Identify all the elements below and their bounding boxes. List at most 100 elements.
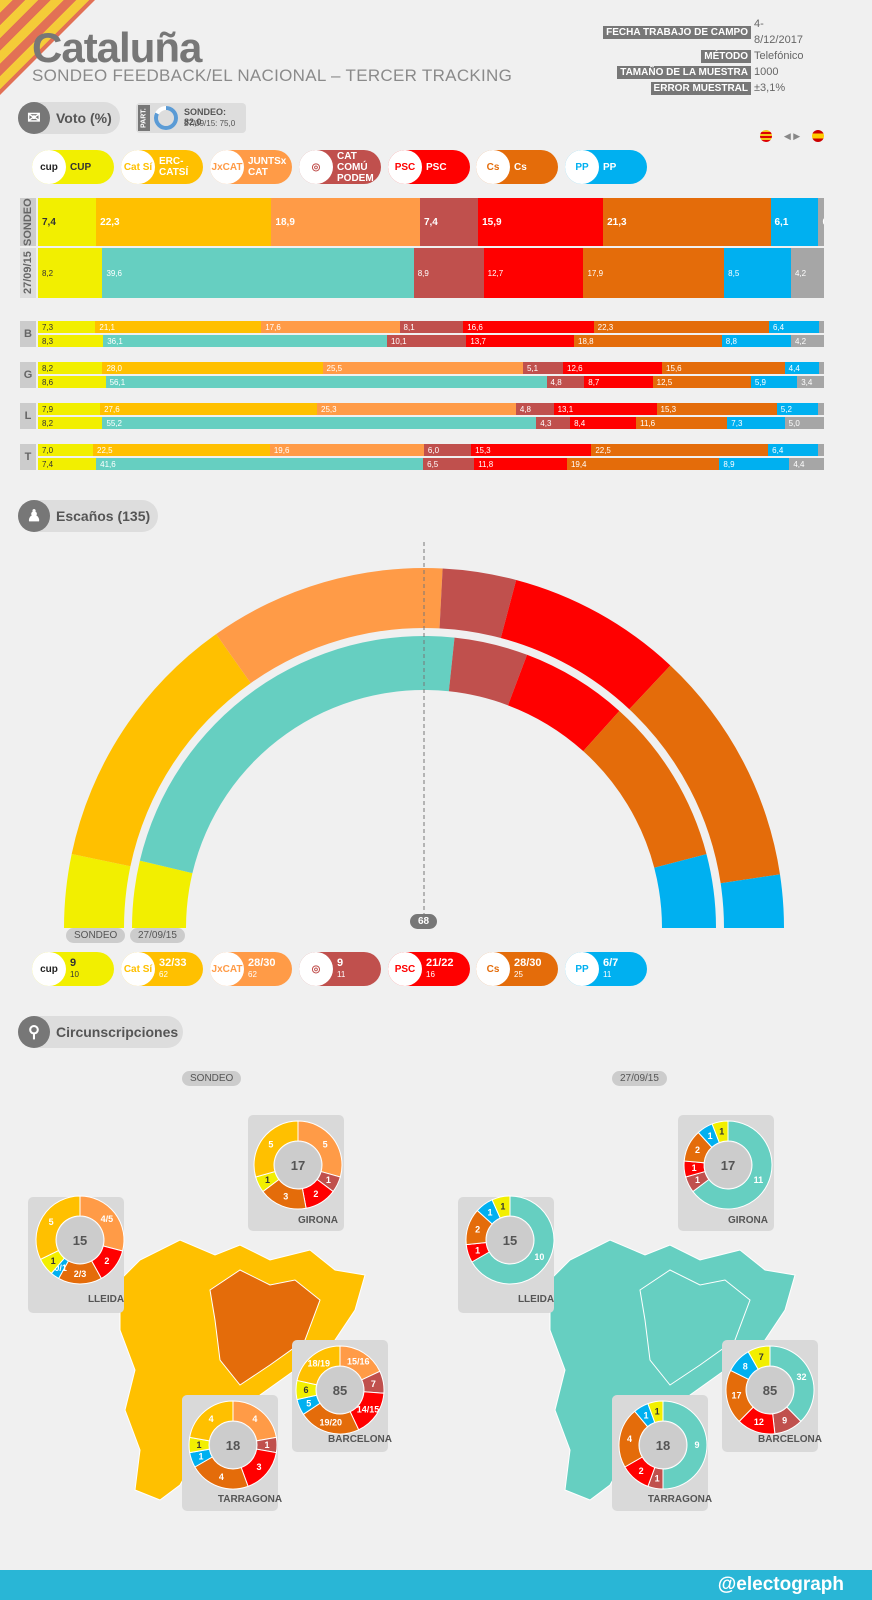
language-switch[interactable]: ◀ ▶ [760,129,824,143]
bar-segment-cs: 11,6 [636,417,728,429]
seat-count: 9 10 [70,958,79,980]
bar-segment-cup: 7,4 [38,458,97,470]
donut-slice-label: 1 [655,1407,660,1417]
psc-logo-icon: PSC [388,952,422,986]
bar-segment-catcomu: 8,1 [399,321,464,333]
participation-ring-icon [154,106,178,130]
seat-count: 6/7 11 [603,958,618,980]
participation-box: PART. SONDEO: 82,0 27/09/15: 75,0 [136,103,246,133]
donut-slice-label: 18/19 [307,1358,330,1368]
survey-meta: FECHA TRABAJO DE CAMPO 4-8/12/2017 MÉTODO… [603,16,812,96]
donut-total: 18 [226,1438,240,1453]
donut-slice-label: 9 [782,1416,787,1426]
bar-segment-otros: 0,7 [818,198,824,246]
donut-slice-label: 2 [104,1256,109,1266]
donut-slice-erc [189,1400,234,1442]
bar-segment-junts: 19,6 [269,444,424,456]
donut-slice-label: 1 [265,1175,270,1185]
donut-slice-label: 3 [283,1192,288,1202]
bar-segment-psc: 12,7 [483,248,584,298]
bar-segment-erc: 21,1 [95,321,262,333]
page-subtitle: SONDEO FEEDBACK/EL NACIONAL – TERCER TRA… [32,66,513,85]
seat-count: 9 11 [337,958,345,980]
bar-segment-cs: 21,3 [603,198,771,246]
party-name: PSC [426,161,447,173]
seat-prev: 11 [337,970,346,979]
seat-now: 28/30 [514,957,542,969]
prev-arc-cup [132,860,193,928]
donut-slice-label: 5 [49,1217,54,1227]
donut-total: 15 [73,1233,87,1248]
donut-slice-label: 8 [743,1362,748,1372]
bar-segment-psc: 11,8 [474,458,567,470]
bar-segment-psc: 16,6 [463,321,594,333]
donut-slice-label: 2 [475,1224,480,1234]
bar-segment-cup: 8,2 [38,248,103,298]
party-name: ERC-CATSÍ [159,156,189,178]
seat-prev: 25 [514,970,523,979]
donut-slice-label: 1 [475,1246,480,1256]
seat-now: 28/30 [248,957,276,969]
province-bar-sondeo: 8,2 28,0 25,5 5,1 12,6 15,6 4,4 [38,362,824,374]
bar-segment-erc: 22,5 [93,444,270,456]
donut-slice-label: 4 [209,1414,214,1424]
donut-slice-label: 19/20 [320,1418,343,1428]
prev-arc-pp [654,854,716,928]
donut-hole [210,1422,256,1468]
donut-slice-label: 7 [759,1352,764,1362]
seat-now: 9 [337,957,344,969]
bar-segment-catcomu: 4,8 [546,376,585,388]
bar-segment-catcomu: 6,5 [423,458,475,470]
party-chip-cup: cup CUP [32,150,114,184]
bar-segment-cup: 7,3 [38,321,96,333]
donut-slice-label: 1 [264,1440,269,1450]
donut-slice-label: 5 [306,1398,311,1408]
sondeo-arc-label: SONDEO [66,928,126,943]
bar-segment-otros: 4,4 [789,458,824,470]
bar-segment-cup: 8,3 [38,335,104,347]
donut-slice-label: 6 [303,1385,308,1395]
seat-count: 21/22 16 [426,958,454,980]
donut-slice-label: 1 [695,1175,700,1185]
donut-sondeo-tarragona: 4 1 3 4 1 1 4 18 TARRAGONA [182,1395,282,1511]
erc-logo-icon: Cat Sí [121,952,155,986]
constituency-name: TARRAGONA [648,1494,712,1505]
catalan-flag-icon[interactable] [760,130,772,142]
sondeo-arc-junts [216,568,443,684]
constituency-name: GIRONA [298,1215,338,1226]
arrows-icon: ◀ ▶ [783,130,801,141]
bar-segment-junts: 18,9 [271,198,420,246]
meta-value: 1000 [754,66,779,78]
party-chip-junts: JxCAT JUNTSx CAT [210,150,292,184]
bar-segment-cs: 15,6 [662,362,785,374]
bar-segment-pp: 5,2 [776,403,818,415]
meta-key: TAMAÑO DE LA MUESTRA [617,65,751,79]
sondeo-arc-erc [71,634,251,867]
party-name: CUP [70,161,92,173]
bar-segment-pp: 7,3 [727,417,785,429]
donut-slice-label: 1 [719,1127,724,1137]
bar-segment-otros: 4,2 [790,335,824,347]
bar-segment-cs: 22,5 [591,444,769,456]
bar-segment-otros: 3,4 [797,376,824,388]
donut-slice-label: 1 [500,1202,505,1212]
participation-label: PART. [138,105,150,131]
sondeo-map-label: SONDEO [182,1071,242,1086]
donut-total: 85 [763,1383,777,1398]
party-chip-cs: Cs Cs [476,150,558,184]
bar-segment-pp: 5,9 [750,376,798,388]
bar-segment-erc: 28,0 [102,362,323,374]
donut-slice-label: 2 [313,1189,318,1199]
bar-segment-cs: 17,9 [583,248,725,298]
prev-arc-catcomu [448,637,528,706]
seat-prev: 10 [70,970,79,979]
row-label-prev: 27/09/15 [20,248,36,298]
province-label: L [20,403,36,429]
donut-slice-cup [747,1345,771,1370]
spanish-flag-icon[interactable] [812,130,824,142]
donut-prev-barcelona: 32 9 12 17 8 7 85 BARCELONA [722,1340,822,1452]
donut-slice-label: 10 [534,1252,544,1262]
seats-hemicycle [64,542,784,928]
